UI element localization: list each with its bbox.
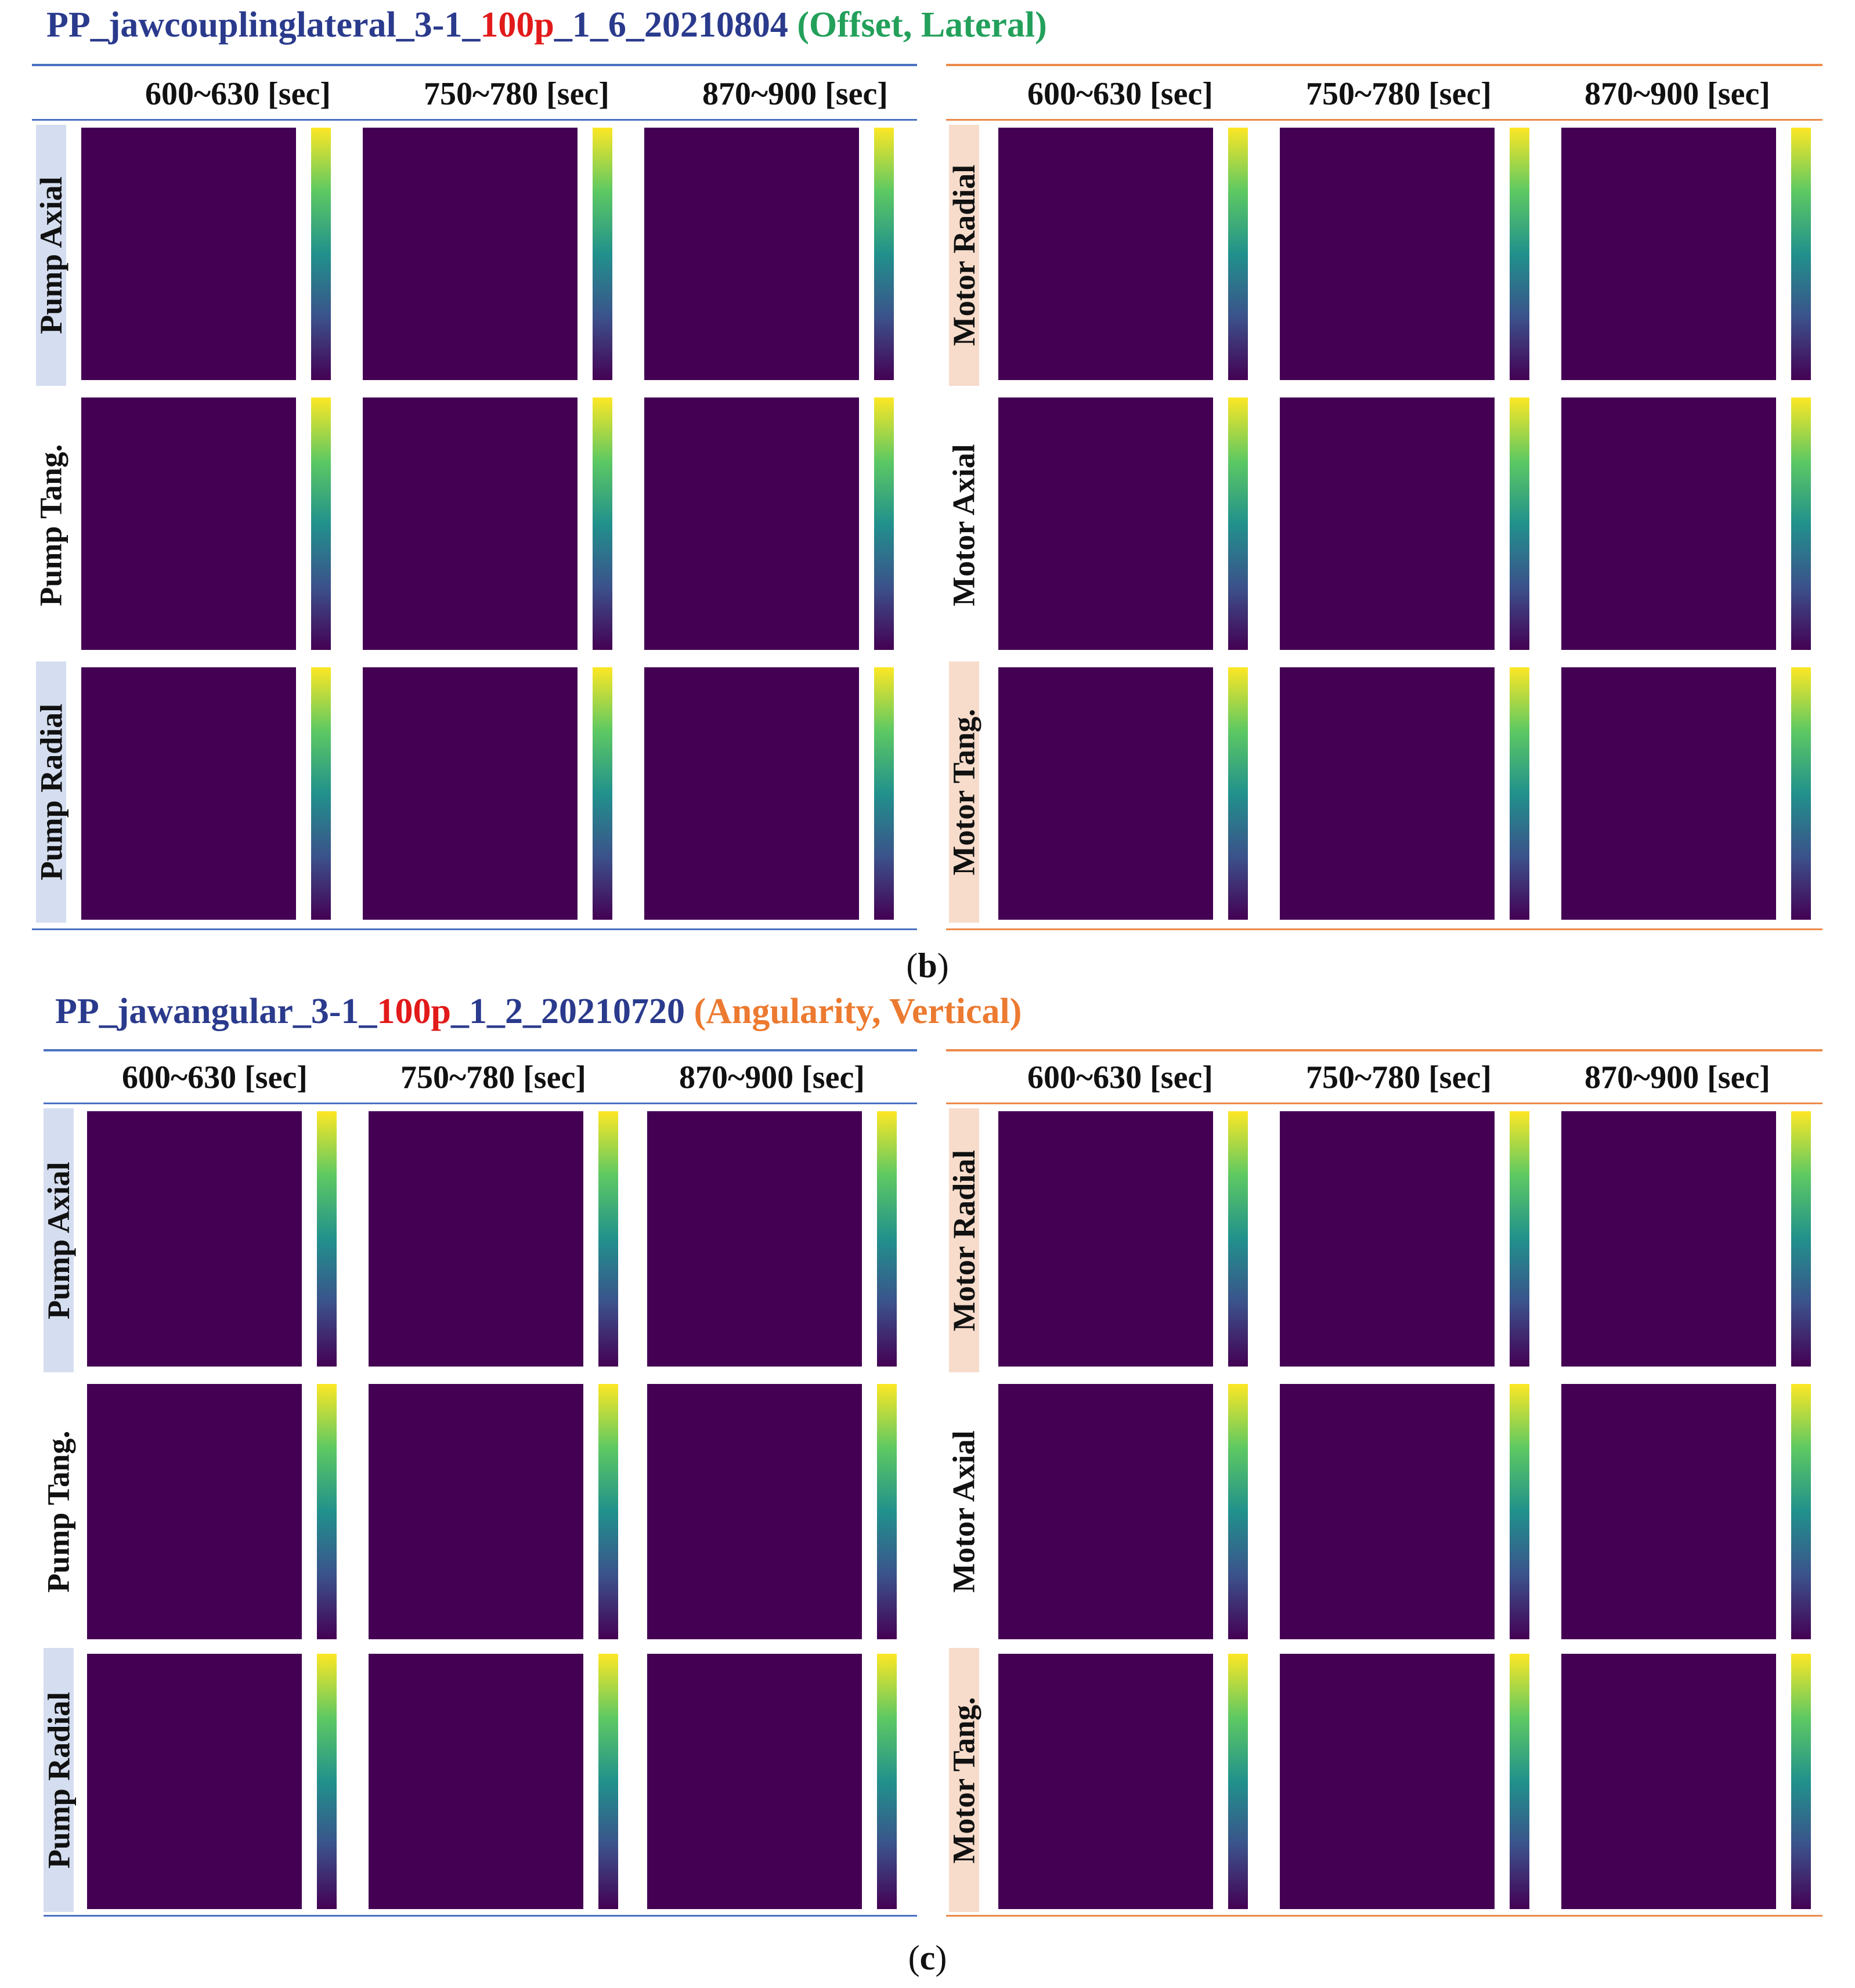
section-b-bottom-right bbox=[946, 928, 1822, 930]
spectrogram-b-motor-radial-3 bbox=[1561, 128, 1811, 380]
spectrogram-b-motor-axial-1 bbox=[998, 397, 1248, 650]
spectrogram-b-pump-radial-2 bbox=[363, 667, 612, 920]
section-b-row-motor-radial: Motor Radial bbox=[947, 125, 981, 386]
section-b-row-pump-radial: Pump Radial bbox=[34, 662, 68, 923]
spectrogram-b-pump-axial-1 bbox=[81, 128, 331, 380]
spectrogram-b-pump-axial-2 bbox=[363, 128, 612, 380]
spectrogram-c-motor-axial-3 bbox=[1561, 1384, 1811, 1639]
section-c-row-pump-tang: Pump Tang. bbox=[41, 1430, 76, 1593]
spectrogram-c-pump-tang-3 bbox=[647, 1384, 897, 1639]
section-c-pump-col-3: 870~900 [sec] bbox=[679, 1060, 865, 1096]
section-b-rule-left bbox=[32, 64, 917, 66]
section-b-row-motor-axial: Motor Axial bbox=[947, 444, 981, 606]
spectrogram-b-motor-tang-3 bbox=[1561, 667, 1811, 920]
section-c-rule-right bbox=[946, 1049, 1822, 1051]
spectrogram-c-pump-radial-1 bbox=[87, 1654, 337, 1909]
section-b-title-tag: (Offset, Lateral) bbox=[797, 5, 1047, 45]
spectrogram-c-motor-radial-2 bbox=[1280, 1111, 1529, 1367]
section-b-row-motor-tang: Motor Tang. bbox=[947, 662, 981, 923]
section-c-rule-left bbox=[44, 1049, 917, 1051]
section-b-title-suffix: _1_6_20210804 bbox=[554, 5, 797, 45]
section-b-motor-col-3: 870~900 [sec] bbox=[1585, 76, 1770, 112]
section-c-title-tag: (Angularity, Vertical) bbox=[694, 992, 1022, 1031]
section-b-motor-col-2: 750~780 [sec] bbox=[1306, 76, 1492, 112]
spectrogram-c-motor-tang-3 bbox=[1561, 1654, 1811, 1909]
spectrogram-c-pump-axial-2 bbox=[369, 1111, 618, 1367]
spectrogram-b-motor-tang-1 bbox=[998, 667, 1248, 920]
spectrogram-c-pump-axial-3 bbox=[647, 1111, 897, 1367]
spectrogram-c-motor-axial-2 bbox=[1280, 1384, 1529, 1639]
spectrogram-b-pump-tang-1 bbox=[81, 397, 331, 650]
spectrogram-b-pump-radial-3 bbox=[644, 667, 894, 920]
section-c-motor-border bbox=[946, 1103, 1822, 1104]
section-c-pump-col-1: 600~630 [sec] bbox=[122, 1060, 308, 1096]
section-c-pump-border bbox=[44, 1103, 917, 1104]
section-b-pump-col-2: 750~780 [sec] bbox=[424, 76, 609, 112]
section-b-bottom-left bbox=[32, 928, 917, 930]
spectrogram-b-pump-axial-3 bbox=[644, 128, 894, 380]
section-c-motor-col-2: 750~780 [sec] bbox=[1306, 1060, 1492, 1096]
spectrogram-c-motor-radial-3 bbox=[1561, 1111, 1811, 1367]
section-c-row-pump-radial: Pump Radial bbox=[41, 1648, 76, 1912]
spectrogram-c-pump-axial-1 bbox=[87, 1111, 337, 1367]
section-c-pump-col-2: 750~780 [sec] bbox=[400, 1060, 586, 1096]
section-c-bottom-left bbox=[44, 1915, 917, 1917]
spectrogram-b-motor-axial-3 bbox=[1561, 397, 1811, 650]
section-b-pump-col-1: 600~630 [sec] bbox=[145, 76, 331, 112]
section-c-row-motor-radial: Motor Radial bbox=[947, 1108, 981, 1372]
section-c-row-motor-axial: Motor Axial bbox=[947, 1430, 981, 1593]
section-b-title: PP_jawcouplinglateral_3-1_100p_1_6_20210… bbox=[46, 7, 1047, 43]
spectrogram-c-pump-radial-3 bbox=[647, 1654, 897, 1909]
spectrogram-c-pump-tang-1 bbox=[87, 1384, 337, 1639]
section-b-motor-border bbox=[946, 119, 1822, 121]
section-c-row-motor-tang: Motor Tang. bbox=[947, 1648, 981, 1912]
spectrogram-c-pump-tang-2 bbox=[369, 1384, 618, 1639]
caption-c: (c) bbox=[908, 1939, 947, 1977]
section-b-row-pump-axial: Pump Axial bbox=[34, 125, 68, 386]
spectrogram-b-pump-tang-3 bbox=[644, 397, 894, 650]
caption-b: (b) bbox=[906, 946, 949, 985]
spectrogram-b-motor-axial-2 bbox=[1280, 397, 1529, 650]
section-c-row-pump-axial: Pump Axial bbox=[41, 1108, 76, 1372]
section-b-title-red: 100p bbox=[480, 5, 554, 45]
section-c-title-prefix: PP_jawangular_3-1_ bbox=[55, 992, 377, 1031]
section-b-rule-right bbox=[946, 64, 1822, 66]
spectrogram-b-motor-radial-2 bbox=[1280, 128, 1529, 380]
spectrogram-b-pump-radial-1 bbox=[81, 667, 331, 920]
section-b-row-pump-tang: Pump Tang. bbox=[34, 444, 68, 606]
section-c-title: PP_jawangular_3-1_100p_1_2_20210720 (Ang… bbox=[55, 993, 1022, 1029]
section-b-title-prefix: PP_jawcouplinglateral_3-1_ bbox=[46, 5, 481, 45]
section-c-motor-col-1: 600~630 [sec] bbox=[1027, 1060, 1213, 1096]
section-c-title-suffix: _1_2_20210720 bbox=[451, 992, 694, 1031]
section-b-motor-col-1: 600~630 [sec] bbox=[1027, 76, 1213, 112]
spectrogram-c-motor-radial-1 bbox=[998, 1111, 1248, 1367]
spectrogram-c-motor-axial-1 bbox=[998, 1384, 1248, 1639]
spectrogram-c-pump-radial-2 bbox=[369, 1654, 618, 1909]
section-c-motor-col-3: 870~900 [sec] bbox=[1585, 1060, 1770, 1096]
section-b-pump-border bbox=[32, 119, 917, 121]
section-c-title-red: 100p bbox=[377, 992, 452, 1031]
section-c-bottom-right bbox=[946, 1915, 1822, 1917]
spectrogram-c-motor-tang-2 bbox=[1280, 1654, 1529, 1909]
spectrogram-c-motor-tang-1 bbox=[998, 1654, 1248, 1909]
spectrogram-b-motor-radial-1 bbox=[998, 128, 1248, 380]
spectrogram-b-pump-tang-2 bbox=[363, 397, 612, 650]
spectrogram-b-motor-tang-2 bbox=[1280, 667, 1529, 920]
section-b-pump-col-3: 870~900 [sec] bbox=[702, 76, 888, 112]
